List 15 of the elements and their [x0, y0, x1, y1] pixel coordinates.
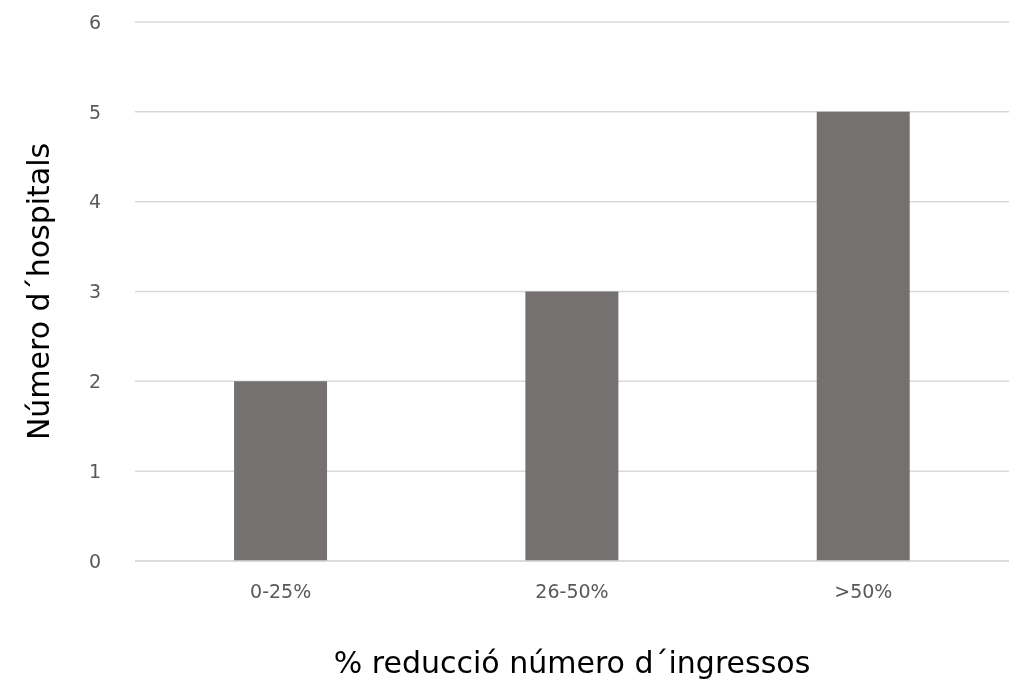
- y-tick-label: 0: [88, 549, 101, 572]
- x-tick-label: >50%: [834, 580, 893, 603]
- bar: [525, 291, 619, 561]
- y-tick-label: 1: [88, 459, 101, 482]
- y-tick-label: 5: [88, 100, 101, 123]
- bar: [234, 381, 328, 561]
- y-axis-title: Número d´hospitals: [20, 142, 56, 441]
- x-tick-label: 0-25%: [250, 580, 312, 603]
- x-axis-title: % reducció número d´ingressos: [333, 645, 811, 680]
- y-tick-label: 2: [88, 370, 101, 393]
- y-tick-label: 3: [88, 280, 101, 303]
- x-tick-label: 26-50%: [535, 580, 609, 603]
- y-tick-label: 6: [88, 10, 101, 33]
- y-tick-label: 4: [88, 190, 101, 213]
- bar: [816, 111, 910, 561]
